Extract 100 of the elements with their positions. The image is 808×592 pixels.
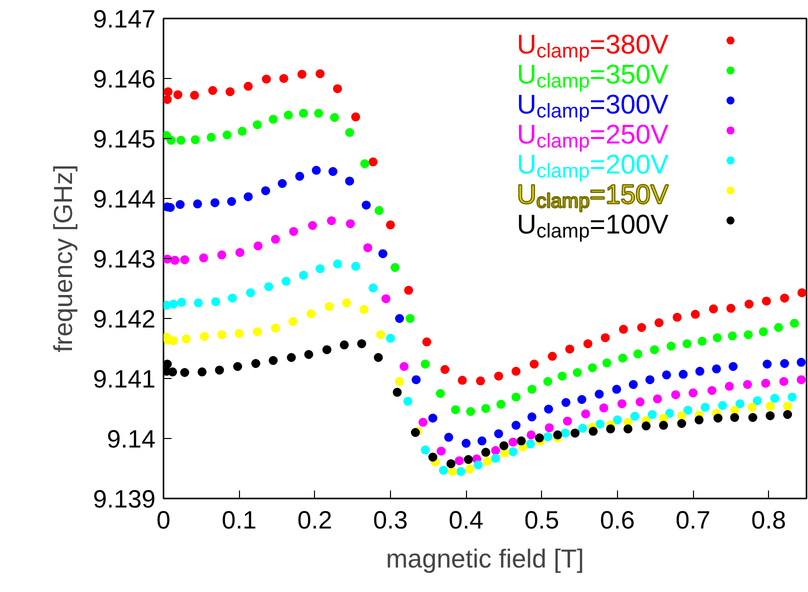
point <box>235 248 244 257</box>
point <box>690 310 700 319</box>
point <box>783 410 792 419</box>
point <box>446 459 456 468</box>
y-axis-title: frequency [GHz] <box>48 164 78 352</box>
point <box>270 324 280 333</box>
point <box>404 286 414 295</box>
point <box>345 128 354 137</box>
point <box>190 90 200 100</box>
point <box>182 334 191 344</box>
point <box>436 446 446 456</box>
point <box>671 390 680 400</box>
point <box>612 384 622 394</box>
point <box>410 428 420 437</box>
x-tick-label: 0 <box>156 506 170 534</box>
point <box>594 390 604 399</box>
point <box>217 330 226 340</box>
point <box>788 392 797 402</box>
point <box>512 366 521 376</box>
point <box>374 206 384 215</box>
point <box>176 200 185 209</box>
point <box>752 396 762 406</box>
point <box>512 392 521 402</box>
point <box>386 220 395 230</box>
point <box>712 333 722 342</box>
point <box>464 455 473 464</box>
x-tick-label: 0.3 <box>373 506 408 534</box>
y-tick-label: 9.143 <box>92 246 156 274</box>
point <box>261 186 270 196</box>
point <box>268 356 278 365</box>
point <box>790 318 799 328</box>
point <box>420 445 430 454</box>
point <box>418 418 428 427</box>
point <box>400 362 409 371</box>
point <box>376 330 386 340</box>
x-tick-label: 0.4 <box>448 506 484 534</box>
point <box>298 270 308 280</box>
point <box>677 411 686 420</box>
point <box>326 216 336 226</box>
point <box>238 126 247 136</box>
point <box>578 424 588 433</box>
point <box>695 366 704 376</box>
point <box>222 130 232 140</box>
point <box>279 74 288 83</box>
point <box>284 110 293 120</box>
point <box>744 300 754 309</box>
point <box>770 394 780 403</box>
point <box>234 329 244 338</box>
point <box>477 436 486 446</box>
point <box>180 368 190 377</box>
point <box>428 452 438 462</box>
point <box>328 167 338 176</box>
point <box>374 353 383 362</box>
point <box>368 157 378 166</box>
point <box>527 412 536 422</box>
point <box>766 402 775 411</box>
point <box>512 420 521 430</box>
point <box>244 192 253 202</box>
point <box>683 406 692 415</box>
point <box>262 74 271 84</box>
point <box>499 441 508 450</box>
point <box>659 420 668 430</box>
point <box>286 353 296 362</box>
point <box>642 421 651 430</box>
point <box>534 433 544 442</box>
point <box>332 259 342 268</box>
point <box>312 166 321 175</box>
point <box>465 464 474 474</box>
point <box>440 365 450 374</box>
point <box>190 135 200 144</box>
point <box>544 423 554 432</box>
point <box>308 221 318 230</box>
point <box>748 402 757 412</box>
point <box>357 339 366 348</box>
point <box>595 420 604 429</box>
point <box>617 399 626 408</box>
point <box>381 294 390 304</box>
point <box>420 360 430 369</box>
point <box>774 323 784 332</box>
point <box>783 402 792 411</box>
point <box>735 399 744 408</box>
point <box>476 376 485 386</box>
point <box>561 398 570 407</box>
point <box>363 243 372 252</box>
point <box>628 380 638 389</box>
point <box>295 172 304 181</box>
point <box>412 375 421 384</box>
point <box>180 255 190 264</box>
point <box>368 283 378 292</box>
point <box>544 404 554 414</box>
point <box>297 70 306 79</box>
point <box>779 377 788 386</box>
point <box>543 377 552 386</box>
point <box>494 372 504 381</box>
point <box>726 304 736 313</box>
point <box>170 256 180 265</box>
point <box>208 86 218 95</box>
point <box>351 262 360 271</box>
point <box>713 414 722 423</box>
point <box>462 438 471 448</box>
